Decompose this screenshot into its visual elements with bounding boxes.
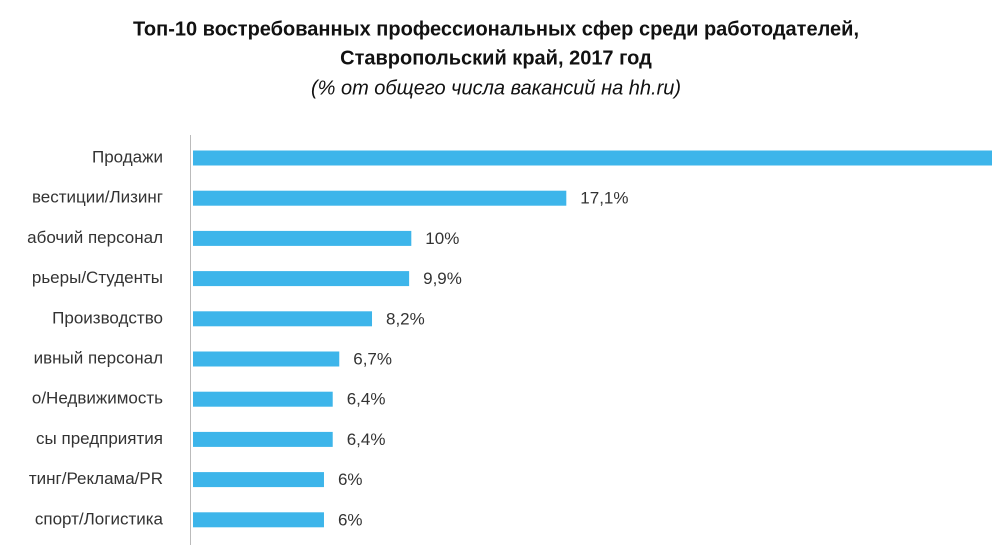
bar: [193, 391, 333, 407]
bar: [193, 472, 324, 488]
data-label: 9,9%: [423, 269, 462, 288]
y-tick-label: тинг/Реклама/PR: [29, 469, 163, 488]
chart-subtitle: (% от общего числа вакансий на hh.ru): [311, 77, 681, 99]
chart-title: Ставропольский край, 2017 год: [340, 47, 652, 69]
data-label: 6,4%: [347, 390, 386, 409]
y-tick-label: сы предприятия: [36, 429, 163, 448]
data-label: 6%: [338, 470, 363, 489]
y-tick-label: вестиции/Лизинг: [32, 188, 163, 207]
data-label: 10%: [425, 229, 459, 248]
bar: [193, 150, 992, 166]
y-tick-label: рьеры/Студенты: [32, 268, 163, 287]
data-label: 17,1%: [580, 189, 628, 208]
bar: [193, 512, 324, 528]
y-tick-label: абочий персонал: [27, 228, 163, 247]
bar: [193, 230, 412, 246]
y-tick-label: Продажи: [92, 147, 163, 166]
bar: [193, 271, 410, 287]
chart-title: Топ-10 востребованных профессиональных с…: [133, 18, 859, 40]
data-label: 8,2%: [386, 309, 425, 328]
data-label: 6,4%: [347, 430, 386, 449]
bar: [193, 431, 333, 447]
y-tick-label: спорт/Логистика: [35, 509, 164, 528]
y-tick-label: о/Недвижимость: [32, 389, 163, 408]
bar: [193, 351, 340, 367]
data-label: 6,7%: [353, 349, 392, 368]
bar: [193, 311, 373, 327]
y-tick-label: Производство: [52, 308, 163, 327]
bar: [193, 190, 567, 206]
data-label: 6%: [338, 510, 363, 529]
y-tick-label: ивный персонал: [34, 348, 163, 367]
